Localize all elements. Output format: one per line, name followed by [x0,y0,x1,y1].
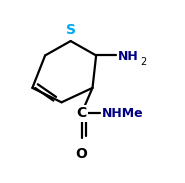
Text: O: O [76,147,88,161]
Text: NH: NH [118,50,139,63]
Text: 2: 2 [140,57,146,67]
Text: NHMe: NHMe [102,107,143,120]
Text: S: S [66,23,76,38]
Text: C: C [76,106,87,120]
